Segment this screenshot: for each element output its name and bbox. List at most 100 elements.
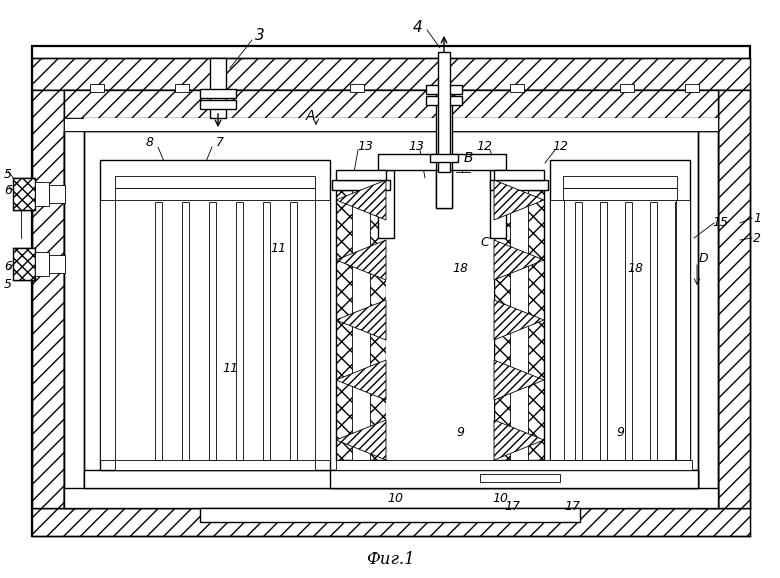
Bar [315, 200, 330, 460]
Bar [676, 200, 690, 460]
Bar [100, 160, 330, 470]
Text: 13: 13 [408, 139, 424, 153]
Text: 13: 13 [357, 139, 373, 153]
Polygon shape [336, 300, 386, 340]
Bar [100, 200, 115, 460]
Polygon shape [336, 240, 386, 280]
Polygon shape [494, 420, 544, 460]
Bar [563, 460, 677, 470]
Bar [155, 202, 162, 460]
Text: 6: 6 [4, 260, 12, 272]
Bar [105, 200, 325, 460]
Text: D: D [698, 251, 707, 265]
Bar [336, 170, 386, 180]
Bar [49, 255, 65, 273]
Text: 10: 10 [387, 491, 403, 505]
Bar [200, 508, 580, 522]
Bar [263, 202, 270, 460]
Bar [32, 46, 750, 536]
Bar [575, 202, 582, 460]
Bar [236, 202, 243, 460]
Bar [32, 508, 750, 536]
Polygon shape [494, 240, 544, 280]
Bar [84, 118, 718, 131]
Bar [563, 176, 677, 188]
Text: B: B [463, 151, 473, 165]
Bar [352, 190, 370, 460]
Text: 6: 6 [4, 183, 12, 197]
Bar [718, 90, 750, 508]
Text: 9: 9 [456, 427, 464, 439]
Bar [426, 96, 462, 105]
Bar [13, 248, 35, 280]
Bar [49, 185, 65, 203]
Bar [336, 190, 386, 460]
Bar [330, 470, 698, 488]
Bar [625, 202, 632, 460]
Bar [64, 488, 718, 508]
Bar [115, 460, 315, 470]
Bar [426, 85, 462, 94]
Bar [555, 200, 685, 460]
Bar [336, 460, 692, 470]
Bar [209, 202, 216, 460]
Text: 9: 9 [616, 427, 624, 439]
Bar [650, 202, 657, 460]
Bar [332, 180, 390, 190]
Bar [378, 170, 394, 238]
Bar [510, 84, 524, 92]
Bar [35, 182, 49, 206]
Text: Фиг.1: Фиг.1 [366, 551, 414, 569]
Bar [600, 202, 607, 460]
Text: 17: 17 [504, 499, 520, 513]
Bar [13, 178, 35, 210]
Bar [32, 90, 64, 508]
Bar [386, 190, 494, 460]
Bar [490, 180, 548, 190]
Bar [675, 202, 682, 460]
Bar [175, 84, 189, 92]
Bar [182, 202, 189, 460]
Bar [550, 160, 690, 470]
Text: 8: 8 [146, 135, 154, 149]
Bar [438, 52, 450, 172]
Text: C: C [480, 236, 489, 250]
Text: 11: 11 [270, 242, 286, 254]
Polygon shape [336, 360, 386, 400]
Polygon shape [494, 180, 544, 220]
Bar [430, 154, 458, 162]
Bar [84, 470, 698, 488]
Bar [563, 188, 677, 200]
Bar [210, 58, 226, 118]
Text: 15: 15 [712, 217, 728, 229]
Bar [64, 90, 718, 118]
Bar [490, 170, 506, 238]
Polygon shape [336, 180, 386, 220]
Bar [494, 170, 544, 180]
Polygon shape [494, 360, 544, 400]
Text: 12: 12 [476, 139, 492, 153]
Text: A: A [305, 109, 315, 123]
Bar [494, 190, 544, 460]
Bar [436, 170, 452, 208]
Text: 4: 4 [413, 20, 423, 35]
Bar [698, 131, 718, 508]
Polygon shape [494, 300, 544, 340]
Text: 1: 1 [753, 212, 761, 224]
Text: 11: 11 [222, 361, 238, 375]
Polygon shape [336, 420, 386, 460]
Bar [480, 474, 560, 482]
Bar [550, 200, 564, 460]
Bar [115, 176, 315, 188]
Bar [620, 84, 634, 92]
Bar [64, 118, 718, 131]
Text: 5: 5 [4, 279, 12, 291]
Bar [510, 190, 528, 460]
Text: 10: 10 [492, 491, 508, 505]
Bar [350, 84, 364, 92]
Text: 5: 5 [4, 169, 12, 181]
Bar [90, 84, 104, 92]
Bar [115, 188, 315, 200]
Bar [378, 154, 506, 170]
Bar [436, 88, 452, 208]
